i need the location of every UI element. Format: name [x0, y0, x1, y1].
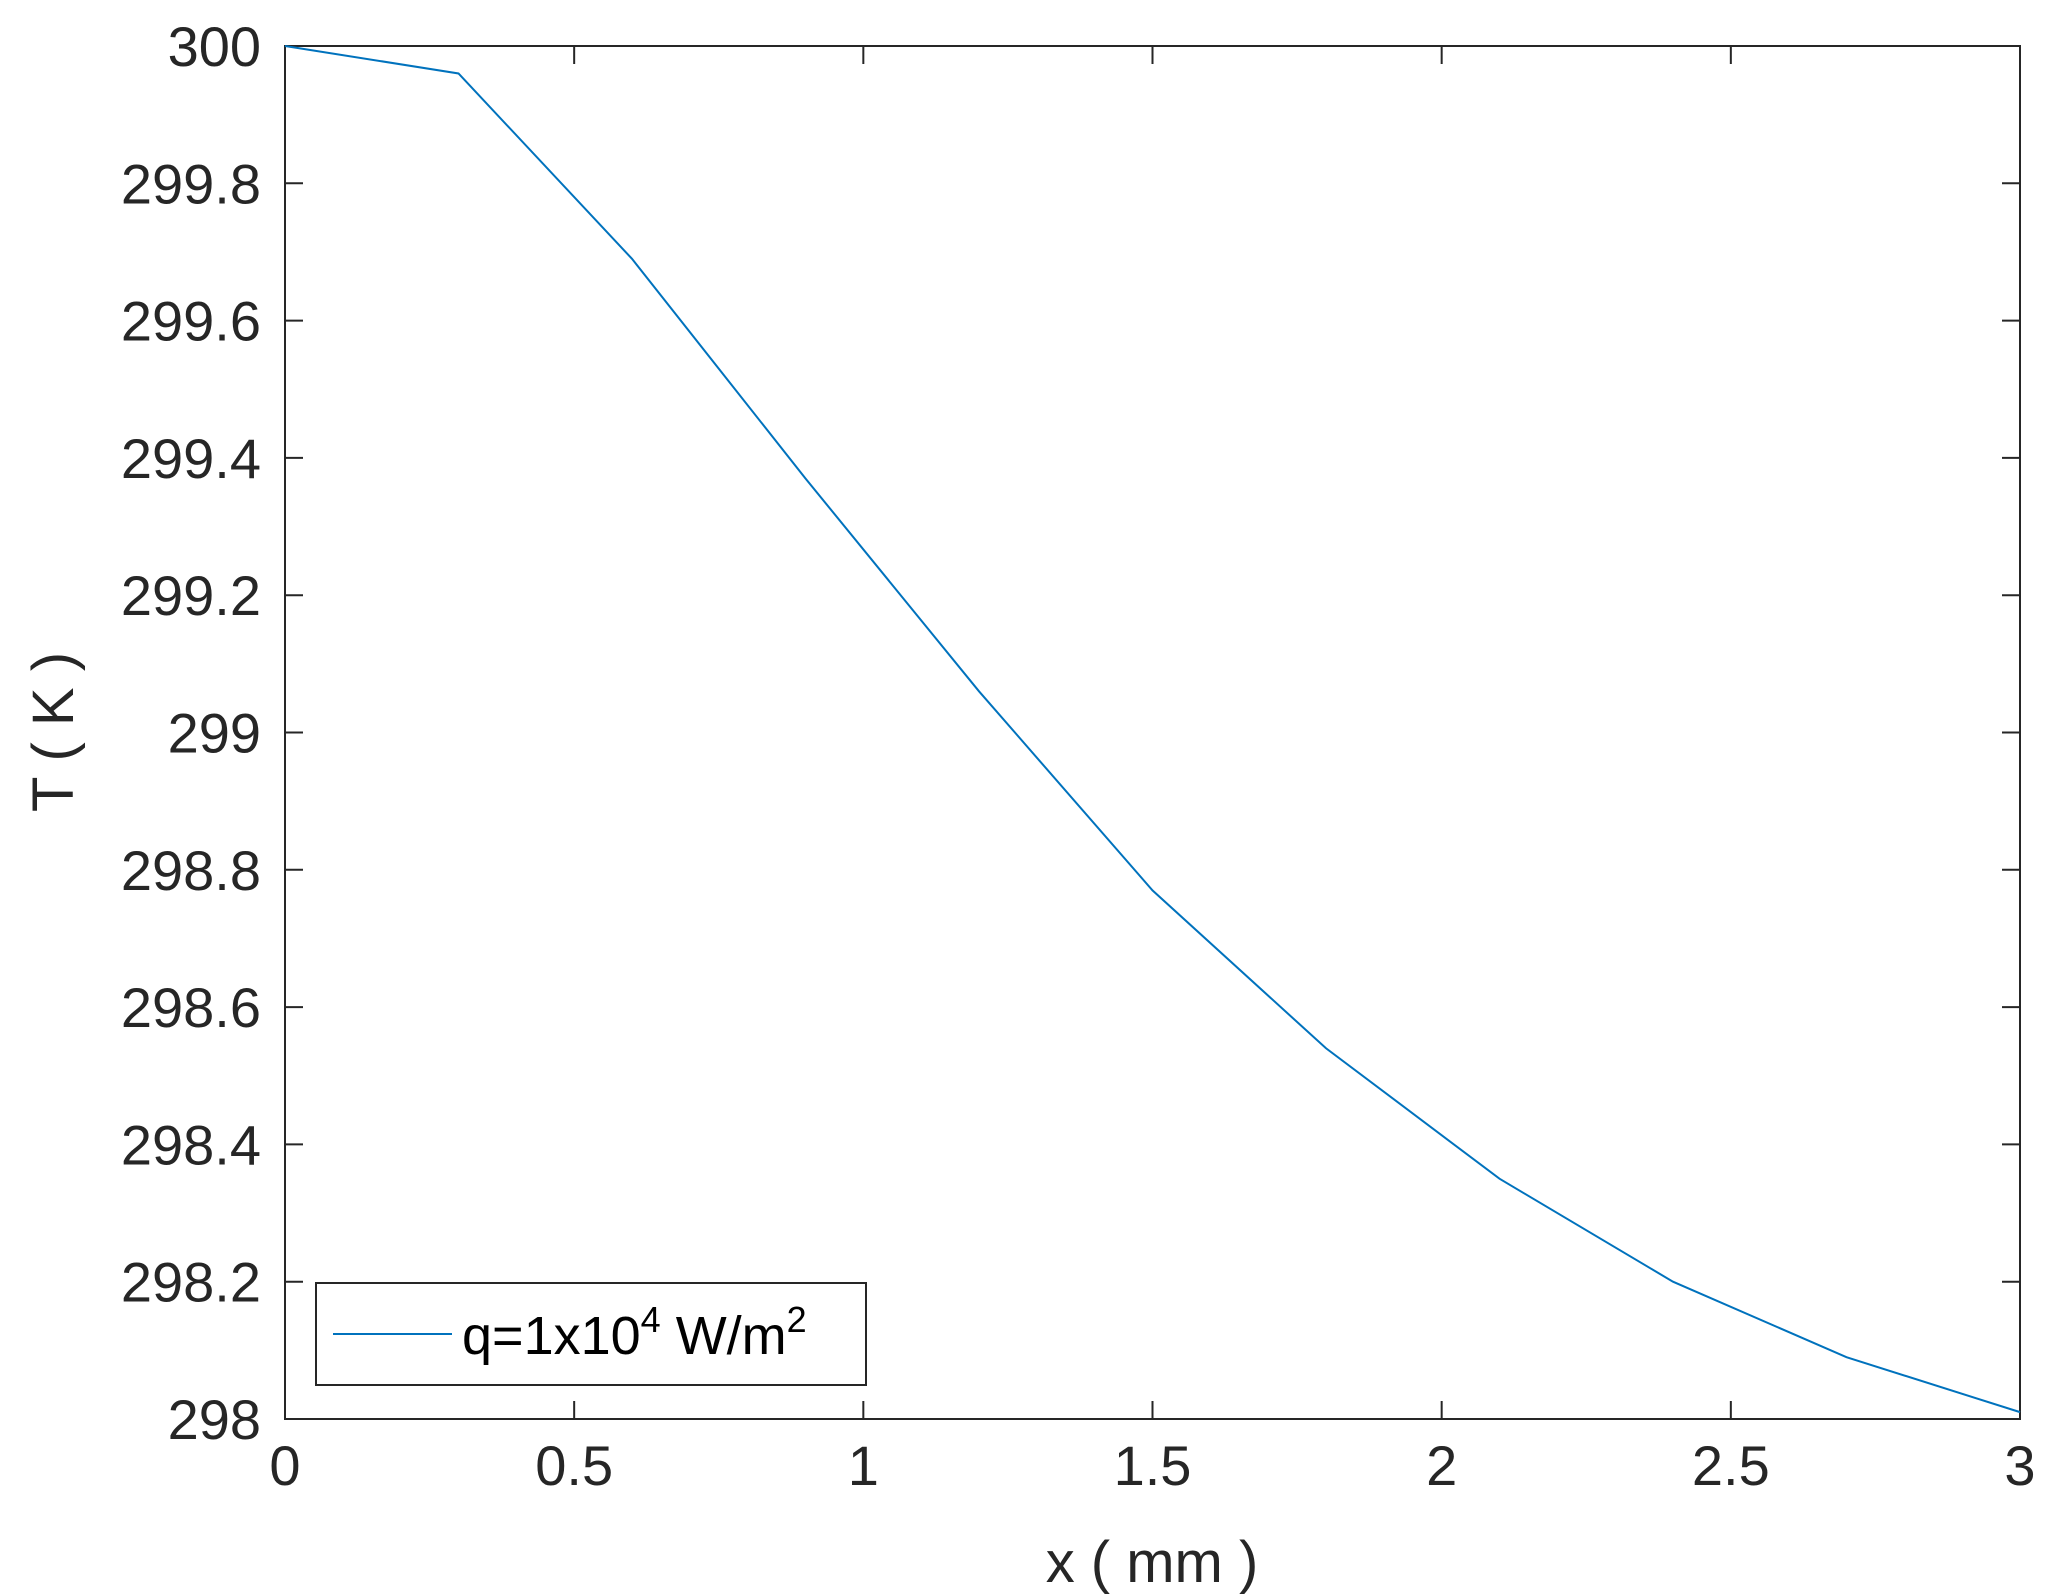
- y-tick-label: 298.2: [121, 1251, 261, 1314]
- x-tick-label: 1: [848, 1434, 879, 1497]
- y-tick-label: 300: [168, 15, 261, 78]
- y-tick-label: 298: [168, 1388, 261, 1451]
- x-tick-label: 2.5: [1692, 1434, 1770, 1497]
- y-axis-label: T ( K ): [21, 652, 86, 812]
- x-tick-label: 1.5: [1114, 1434, 1192, 1497]
- legend-base-text: q=1x10: [462, 1306, 641, 1366]
- legend-exponent-1: 4: [641, 1299, 661, 1340]
- x-tick-label: 2: [1426, 1434, 1457, 1497]
- y-tick-label: 299: [168, 702, 261, 765]
- y-tick-label: 299.6: [121, 290, 261, 353]
- x-tick-label: 0.5: [535, 1434, 613, 1497]
- y-tick-label: 298.4: [121, 1113, 261, 1176]
- y-tick-label: 299.8: [121, 152, 261, 215]
- series-group: [284, 45, 2021, 1414]
- legend-unit-text: W/m: [661, 1306, 787, 1366]
- y-tick-labels: 298 298.2 298.4 298.6 298.8 299 299.2 299.4 299.…: [121, 15, 261, 1451]
- x-tick-label: 3: [2004, 1434, 2035, 1497]
- legend-entry: q=1x104 W/m2: [462, 1299, 807, 1366]
- plot-area: [284, 45, 2021, 1420]
- axis-ticks: [284, 45, 2021, 1420]
- series-line: [284, 45, 2021, 1414]
- y-tick-label: 299.4: [121, 427, 261, 490]
- x-tick-label: 0: [269, 1434, 300, 1497]
- y-tick-label: 298.6: [121, 976, 261, 1039]
- legend-exponent-2: 2: [787, 1299, 807, 1340]
- x-tick-labels: 0 0.5 1 1.5 2 2.5 3: [269, 1434, 2035, 1497]
- x-axis-label: x ( mm ): [1046, 1530, 1259, 1595]
- legend: q=1x104 W/m2: [315, 1282, 867, 1386]
- y-tick-label: 298.8: [121, 839, 261, 902]
- y-tick-label: 299.2: [121, 564, 261, 627]
